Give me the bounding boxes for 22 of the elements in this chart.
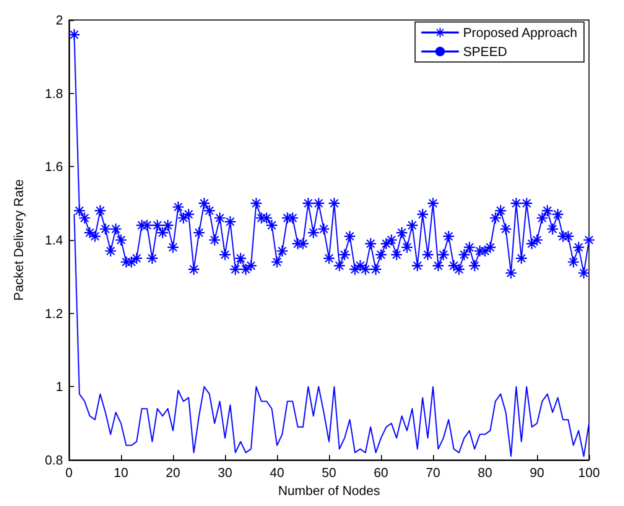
x-tick-label: 40 <box>270 465 284 480</box>
x-tick-label: 20 <box>166 465 180 480</box>
y-tick-label: 2 <box>56 12 63 28</box>
y-axis-title: Packet Delivery Rate <box>11 179 26 301</box>
y-tick-label: 1.2 <box>44 306 63 321</box>
y-tick-label: 1.6 <box>44 159 63 174</box>
y-tick-label: 1 <box>56 379 63 394</box>
x-tick-label: 30 <box>218 465 232 480</box>
x-tick-label: 10 <box>114 465 128 480</box>
x-tick-label: 80 <box>478 465 492 480</box>
x-tick-label: 50 <box>322 465 336 480</box>
x-axis-title: Number of Nodes <box>278 483 380 498</box>
y-tick-label: 1.4 <box>44 232 63 248</box>
legend-label: Proposed Approach <box>463 25 578 40</box>
x-tick-label: 100 <box>578 465 600 480</box>
x-tick-label: 90 <box>530 465 544 480</box>
y-tick-label: 0.8 <box>44 452 63 468</box>
y-tick-label: 1.8 <box>44 86 63 101</box>
x-tick-label: 70 <box>426 465 440 480</box>
x-tick-label: 0 <box>65 465 73 480</box>
legend-label: SPEED <box>463 44 508 59</box>
x-tick-label: 60 <box>374 465 388 480</box>
